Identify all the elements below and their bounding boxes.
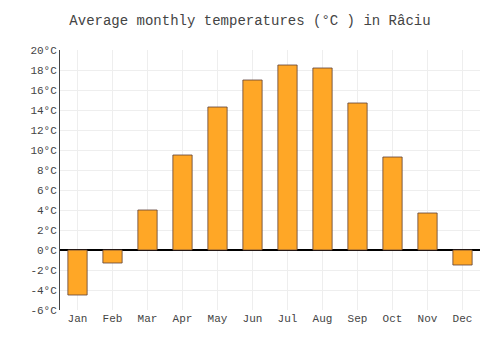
svg-text:Oct: Oct bbox=[383, 313, 403, 325]
svg-text:Dec: Dec bbox=[453, 313, 473, 325]
svg-text:20°C: 20°C bbox=[30, 45, 57, 57]
svg-text:Mar: Mar bbox=[138, 313, 158, 325]
svg-text:Apr: Apr bbox=[173, 313, 193, 325]
svg-text:-6°C: -6°C bbox=[30, 305, 57, 317]
svg-text:Aug: Aug bbox=[313, 313, 333, 325]
svg-text:18°C: 18°C bbox=[30, 65, 57, 77]
svg-text:2°C: 2°C bbox=[37, 225, 57, 237]
svg-text:14°C: 14°C bbox=[30, 105, 57, 117]
svg-text:Average monthly temperatures (: Average monthly temperatures (°C ) in Râ… bbox=[69, 13, 430, 29]
svg-text:16°C: 16°C bbox=[30, 85, 57, 97]
svg-text:-2°C: -2°C bbox=[30, 265, 57, 277]
svg-text:May: May bbox=[208, 313, 228, 325]
svg-text:6°C: 6°C bbox=[37, 185, 57, 197]
svg-text:Feb: Feb bbox=[103, 313, 123, 325]
svg-text:10°C: 10°C bbox=[30, 145, 57, 157]
svg-text:Jan: Jan bbox=[68, 313, 88, 325]
svg-text:Jul: Jul bbox=[278, 313, 298, 325]
svg-text:8°C: 8°C bbox=[37, 165, 57, 177]
svg-text:12°C: 12°C bbox=[30, 125, 57, 137]
svg-text:4°C: 4°C bbox=[37, 205, 57, 217]
svg-text:Jun: Jun bbox=[243, 313, 263, 325]
svg-text:-4°C: -4°C bbox=[30, 285, 57, 297]
svg-text:Nov: Nov bbox=[418, 313, 438, 325]
svg-text:Sep: Sep bbox=[348, 313, 368, 325]
svg-text:0°C: 0°C bbox=[37, 245, 57, 257]
